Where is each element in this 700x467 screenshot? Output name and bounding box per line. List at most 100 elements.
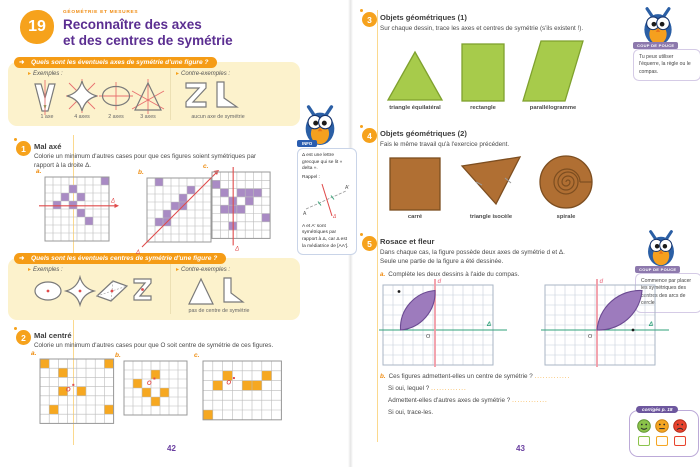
svg-label: Δ: [648, 322, 653, 328]
colored-cell: [58, 368, 68, 378]
svg-label: Δ: [135, 250, 140, 256]
owl-mascot: [305, 105, 335, 146]
answer-blank[interactable]: .............: [534, 373, 571, 380]
pointer-arrow-icon: ➜: [19, 255, 25, 262]
centres-box-header-label: Quels sont les éventuels centres de symé…: [31, 255, 218, 262]
symmetry-centre-grid[interactable]: c. O: [191, 349, 293, 432]
chapter-kicker: GÉOMÉTRIE ET MESURES: [63, 10, 139, 15]
colored-cell: [53, 201, 61, 209]
colored-cell: [171, 202, 179, 210]
arc-centre-dot: [631, 328, 635, 332]
l-shape: [216, 81, 239, 108]
shape-label: carré: [407, 214, 423, 220]
svg-label: O: [426, 334, 431, 340]
isoceles-triangle: [460, 156, 522, 206]
arc-centre-dot: [397, 290, 401, 293]
rosace-grid[interactable]: Δd O: [531, 271, 669, 379]
exercise-1-number: 1: [14, 138, 31, 156]
smiley-row: [637, 419, 687, 433]
symmetry-axis-grid[interactable]: c. Δ: [200, 160, 282, 252]
pointer-arrow-icon: ➜: [19, 59, 25, 66]
petal-shape: [399, 289, 436, 331]
axes-caption: 4 axes: [74, 114, 90, 120]
triangle-shape: [131, 79, 165, 114]
colored-cell: [163, 210, 171, 218]
exercise-1-title: Mal axé: [34, 142, 62, 151]
question-b3-line: Admettent-elles d'autres axes de symétri…: [388, 396, 668, 405]
colored-cell: [61, 193, 69, 201]
svg-label: O: [66, 387, 71, 393]
exercise-3-title: Objets géométriques (1): [380, 13, 467, 22]
question-b-line: b. Ces figures admettent-elles un centre …: [380, 372, 670, 381]
colored-cell: [222, 370, 233, 381]
exercise-4-number: 4: [360, 125, 377, 143]
box-divider: [170, 264, 171, 314]
answer-blank[interactable]: .............: [512, 397, 548, 404]
symmetry-axis-grid[interactable]: b. Δ: [135, 166, 223, 256]
symmetry-axis-grid[interactable]: a. Δ: [33, 165, 121, 253]
centres-counter-figures: [188, 277, 245, 305]
page-title-line2: et des centres de symétrie: [63, 33, 233, 49]
colored-cell: [104, 405, 114, 415]
colored-cell: [76, 386, 86, 396]
bullet-icon: ▸: [28, 267, 32, 273]
svg-label: d: [438, 279, 442, 285]
axes-examples-figures: [34, 79, 165, 115]
question-letter: b.: [380, 373, 386, 380]
bullet-icon: ▸: [176, 267, 180, 273]
colored-cell: [58, 386, 68, 396]
info-tab: INFO: [297, 140, 318, 147]
green-checkbox[interactable]: [638, 436, 650, 446]
orange-checkbox[interactable]: [656, 436, 668, 446]
colored-cell: [40, 359, 50, 369]
colored-cell: [151, 397, 160, 406]
axes-caption: 1 axe: [40, 114, 54, 120]
colored-cell: [77, 193, 85, 201]
exercise-4-instruction: Fais le même travail qu'à l'exercice pré…: [380, 141, 510, 148]
v-shape: [34, 83, 56, 112]
colored-cell: [179, 194, 187, 202]
rosace-grid[interactable]: Δd O: [369, 271, 507, 379]
question-b-text: Ces figures admettent-elles un centre de…: [388, 373, 533, 380]
centre-dot: [141, 288, 144, 291]
centres-counter-caption: pas de centre de symétrie: [188, 308, 250, 314]
colored-cell: [212, 380, 223, 391]
colored-cell: [187, 186, 195, 194]
axes-caption: 2 axes: [108, 114, 124, 120]
hint-tab: COUP DE POUCE: [635, 266, 681, 273]
info-body: A et A' sont symétriques par rapport à Δ…: [302, 223, 349, 249]
colored-cell: [101, 177, 109, 185]
symmetry-centre-grid[interactable]: b. O: [112, 349, 199, 427]
colored-cell: [253, 188, 262, 197]
colored-cell: [212, 180, 221, 189]
exercise-5-title: Rosace et fleur: [380, 237, 435, 246]
colored-cell: [133, 379, 142, 388]
petal-shape: [596, 289, 643, 331]
colored-cell: [261, 370, 272, 381]
colored-cell: [85, 217, 93, 225]
star-shape: [66, 79, 98, 113]
centres-box-header: ➜ Quels sont les éventuels centres de sy…: [14, 253, 227, 264]
symmetry-centre-grid[interactable]: a. O: [28, 347, 126, 435]
hint-tab: COUP DE POUCE: [633, 42, 679, 49]
exercise-2-instruction: Colorie un minimum d'autres cases pour q…: [34, 342, 274, 349]
exercise-5-line2: Seule une partie de la figure a été dess…: [380, 258, 504, 265]
axes-counter-figures: [185, 81, 239, 108]
equilateral-triangle: [386, 50, 444, 101]
exercise-5-line1: Dans chaque cas, la figure possède deux …: [380, 249, 565, 256]
question-a-text: Complète les deux dessins à l'aide du co…: [388, 271, 520, 278]
examples-label-text: Exemples :: [33, 267, 63, 273]
examples-label-text: Exemples :: [33, 71, 63, 77]
hint-box: Tu peux utiliser l'équerre, la règle ou …: [633, 49, 700, 82]
svg-label: c.: [203, 163, 209, 170]
svg-label: d: [600, 279, 604, 285]
answer-blank[interactable]: .............: [431, 385, 467, 392]
colored-cell: [69, 185, 77, 193]
colored-cell: [104, 359, 114, 369]
colored-cell: [160, 388, 169, 397]
page-number-right: 43: [516, 444, 525, 453]
page-title-line1: Reconnaître des axes: [63, 17, 202, 32]
svg-label: a.: [36, 168, 42, 175]
svg-label: O: [147, 381, 152, 387]
red-checkbox[interactable]: [674, 436, 686, 446]
